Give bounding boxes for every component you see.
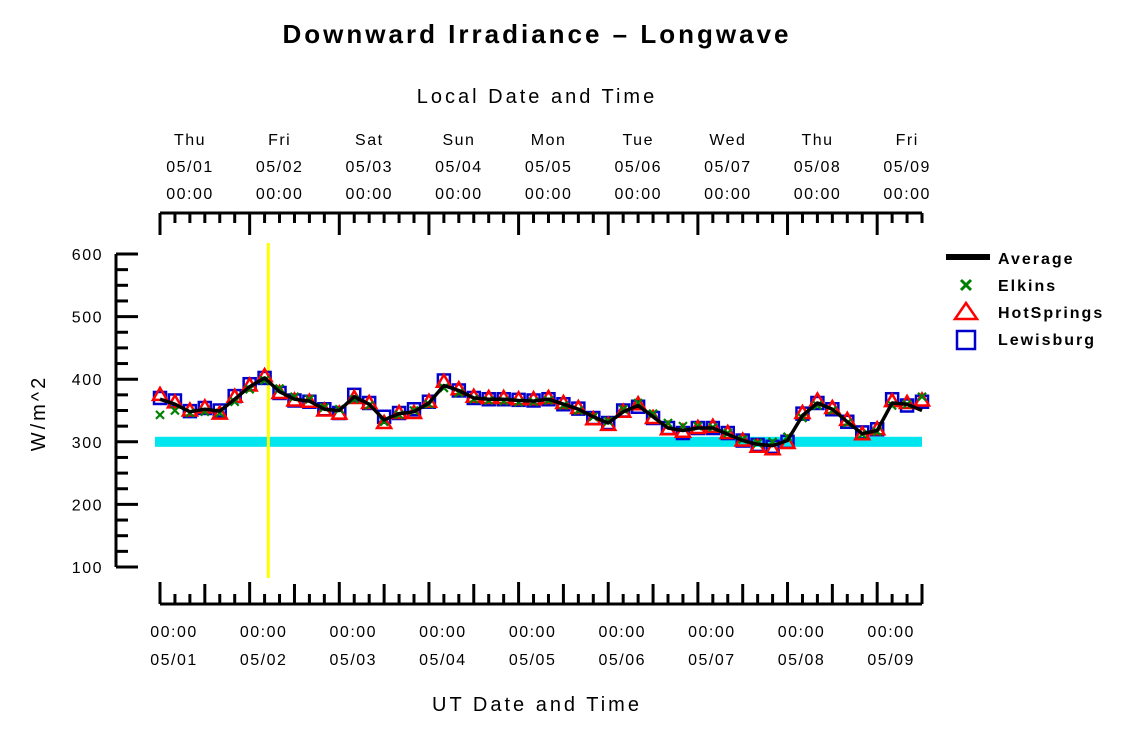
bottom-tick-time-label: 00:00	[509, 624, 557, 641]
top-tick-day-label: Thu	[801, 132, 833, 149]
top-tick-time-label: 00:00	[166, 186, 214, 203]
bottom-tick-date-label: 05/05	[509, 652, 557, 669]
legend-item-hotsprings: HotSprings	[952, 300, 1104, 322]
top-tick-time-label: 00:00	[704, 186, 752, 203]
series-elkins	[155, 375, 927, 448]
legend: Average Elkins HotSprings Lewisburg	[946, 251, 1104, 351]
elkins-point	[155, 410, 165, 420]
top-axis-label: Local Date and Time	[417, 86, 657, 108]
top-tick-day-label: Sat	[355, 132, 384, 149]
legend-label: Average	[998, 251, 1075, 268]
legend-square-marker	[955, 329, 977, 351]
top-tick-day-label: Fri	[896, 132, 919, 149]
y-axis-label: W/m^2	[28, 375, 50, 452]
top-tick-time-label: 00:00	[256, 186, 304, 203]
top-tick-day-label: Tue	[622, 132, 653, 149]
marker-line-layer	[266, 243, 270, 578]
legend-triangle-marker	[952, 300, 980, 321]
reference-band-layer	[155, 436, 922, 447]
legend-item-elkins: Elkins	[959, 278, 1057, 295]
legend-item-average: Average	[946, 251, 1075, 268]
elkins-point	[917, 391, 927, 402]
top-tick-date-label: 05/02	[256, 159, 304, 176]
legend-x-marker	[959, 278, 973, 292]
bottom-tick-date-label: 05/02	[240, 652, 288, 669]
top-tick-time-label: 00:00	[435, 186, 483, 203]
hotsprings-point	[150, 385, 170, 402]
legend-label: HotSprings	[998, 305, 1104, 322]
hotsprings-point	[763, 439, 782, 456]
y-axis: 100 200 300 400 500 600	[72, 247, 138, 577]
y-tick-label: 300	[72, 435, 103, 452]
hotsprings-point	[703, 417, 722, 434]
bottom-tick-time-label: 00:00	[330, 624, 378, 641]
top-tick-date-label: 05/01	[166, 159, 214, 176]
hotsprings-point	[628, 394, 648, 411]
top-tick-day-label: Wed	[709, 132, 746, 149]
top-tick-date-label: 05/06	[614, 159, 662, 176]
hotsprings-point	[210, 404, 229, 420]
top-tick-day-label: Fri	[268, 132, 291, 149]
bottom-tick-date-label: 05/09	[867, 652, 915, 669]
top-tick-day-label: Sun	[442, 132, 475, 149]
top-time-axis: Thu 05/01 00:00 Fri 05/02 00:00 Sat 05/03 00:00 S…	[158, 132, 931, 235]
x-axis-label: UT Date and Time	[432, 694, 642, 716]
top-tick-day-label: Thu	[174, 132, 206, 149]
bottom-tick-time-label: 00:00	[240, 624, 288, 641]
bottom-tick-time-label: 00:00	[778, 624, 826, 641]
y-tick-label: 200	[72, 497, 103, 514]
bottom-tick-date-label: 05/06	[598, 652, 646, 669]
top-tick-date-label: 05/03	[346, 159, 394, 176]
top-tick-date-label: 05/07	[704, 159, 752, 176]
legend-label: Elkins	[998, 278, 1057, 295]
top-tick-date-label: 05/04	[435, 159, 483, 176]
average-line	[159, 376, 923, 448]
chart-title: Downward Irradiance – Longwave	[283, 19, 792, 49]
bottom-tick-date-label: 05/08	[778, 652, 826, 669]
bottom-tick-time-label: 00:00	[867, 624, 915, 641]
y-tick-label: 100	[72, 560, 103, 577]
elkins-point	[170, 405, 180, 416]
y-tick-label: 400	[72, 372, 103, 389]
top-tick-date-label: 05/05	[525, 159, 573, 176]
legend-label: Lewisburg	[998, 332, 1096, 349]
marker-line	[266, 243, 270, 578]
bottom-tick-time-label: 00:00	[688, 624, 736, 641]
bottom-tick-date-label: 05/01	[150, 652, 198, 669]
series-average	[159, 376, 923, 448]
hotsprings-point	[374, 413, 394, 430]
bottom-tick-date-label: 05/07	[688, 652, 736, 669]
bottom-tick-date-label: 05/04	[419, 652, 467, 669]
y-tick-label: 500	[72, 310, 103, 327]
top-tick-date-label: 05/08	[794, 159, 842, 176]
bottom-tick-time-label: 00:00	[150, 624, 198, 641]
bottom-tick-date-label: 05/03	[330, 652, 378, 669]
bottom-tick-time-label: 00:00	[598, 624, 646, 641]
top-tick-time-label: 00:00	[525, 186, 573, 203]
top-tick-date-label: 05/09	[883, 159, 931, 176]
top-tick-time-label: 00:00	[883, 186, 931, 203]
top-tick-time-label: 00:00	[346, 186, 394, 203]
reference-band	[155, 436, 922, 447]
top-tick-time-label: 00:00	[794, 186, 842, 203]
series-layer	[150, 366, 932, 456]
y-tick-label: 600	[72, 247, 103, 264]
top-tick-day-label: Mon	[531, 132, 567, 149]
legend-item-lewisburg: Lewisburg	[955, 329, 1096, 351]
legend-line-swatch	[946, 254, 990, 260]
bottom-time-axis: 00:00 05/01 00:00 05/02 00:00 05/03 00:00 05/04…	[150, 582, 924, 669]
bottom-tick-time-label: 00:00	[419, 624, 467, 641]
top-tick-time-label: 00:00	[614, 186, 662, 203]
